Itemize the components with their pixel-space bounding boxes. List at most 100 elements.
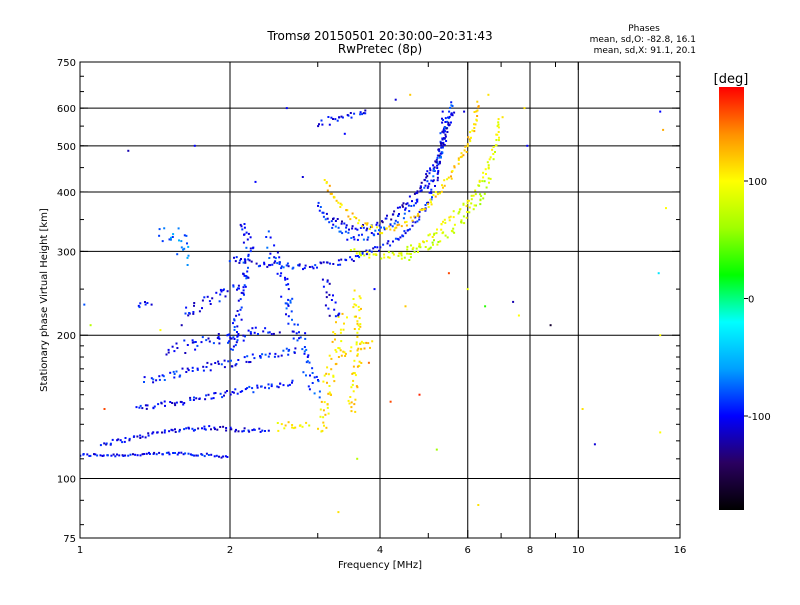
data-point [332, 223, 335, 226]
data-point [423, 186, 426, 189]
data-point [356, 386, 359, 389]
data-point [338, 347, 341, 350]
data-point [659, 334, 662, 337]
data-point [340, 203, 343, 206]
data-point [466, 143, 469, 146]
data-point [429, 246, 432, 249]
data-point [549, 324, 552, 327]
data-point [337, 226, 340, 229]
data-point [341, 312, 344, 315]
data-point [201, 453, 204, 456]
data-point [153, 451, 156, 454]
colorbar [719, 87, 744, 510]
data-point [346, 114, 349, 116]
data-point [266, 265, 269, 268]
data-point [463, 110, 466, 113]
data-point [401, 204, 404, 207]
data-point [314, 264, 317, 267]
data-point [277, 386, 280, 389]
data-point [353, 328, 356, 330]
data-point [472, 194, 475, 197]
data-point [344, 230, 347, 233]
data-point [284, 302, 287, 305]
data-point [448, 110, 451, 113]
data-point [339, 202, 342, 205]
data-point [431, 236, 434, 238]
data-point [328, 123, 331, 126]
data-point [442, 131, 445, 134]
data-point [136, 454, 139, 457]
data-point [143, 376, 146, 379]
data-point [392, 253, 395, 256]
data-point [141, 407, 144, 410]
data-point [333, 380, 336, 383]
data-point [184, 312, 187, 315]
data-point [395, 226, 398, 229]
data-point [182, 403, 185, 406]
data-point [441, 142, 444, 144]
data-point [232, 345, 235, 348]
data-point [144, 404, 147, 407]
data-point [439, 240, 442, 243]
data-point [273, 244, 276, 247]
data-point [485, 186, 488, 189]
data-point [301, 348, 304, 351]
data-point [280, 354, 283, 357]
data-point [405, 224, 408, 227]
data-point [248, 430, 251, 433]
data-point [386, 214, 388, 217]
data-point [466, 288, 469, 291]
data-point [194, 348, 197, 351]
data-point [391, 225, 394, 228]
data-point [460, 152, 463, 155]
data-point [319, 408, 322, 411]
data-point [317, 379, 319, 381]
data-point [444, 117, 447, 120]
data-point [368, 253, 371, 256]
data-point [337, 314, 340, 317]
data-point [321, 429, 324, 432]
data-point [280, 423, 283, 426]
data-point [428, 233, 431, 236]
data-point [176, 453, 179, 456]
data-point [251, 327, 254, 330]
data-point [231, 391, 234, 393]
data-point [420, 181, 423, 184]
data-point [457, 159, 460, 161]
data-point [240, 225, 243, 228]
data-point [374, 229, 377, 232]
data-point [353, 238, 356, 241]
data-point [427, 248, 430, 251]
data-point [433, 232, 436, 235]
data-point [287, 322, 290, 325]
data-point [422, 208, 425, 210]
data-point [233, 319, 236, 322]
data-point [317, 201, 320, 204]
data-point [397, 254, 400, 257]
data-point [350, 346, 353, 349]
data-point [236, 325, 239, 328]
data-point [357, 222, 360, 225]
data-point [146, 302, 149, 304]
data-point [286, 277, 289, 280]
data-point [137, 304, 140, 307]
data-point [311, 367, 314, 370]
data-point [467, 136, 470, 139]
data-point [329, 262, 331, 265]
data-point [139, 454, 142, 457]
data-point [442, 137, 445, 140]
data-point [136, 435, 139, 438]
x-tick-label: 4 [377, 545, 383, 556]
data-point [362, 226, 365, 229]
data-point [433, 166, 436, 169]
data-point [217, 333, 220, 335]
data-point [339, 349, 342, 352]
data-point [402, 217, 405, 220]
data-point [436, 193, 439, 196]
data-point [191, 370, 194, 372]
data-point [242, 261, 245, 264]
data-point [261, 353, 264, 356]
data-point [224, 455, 227, 458]
data-point [267, 355, 270, 358]
data-point [462, 154, 465, 157]
